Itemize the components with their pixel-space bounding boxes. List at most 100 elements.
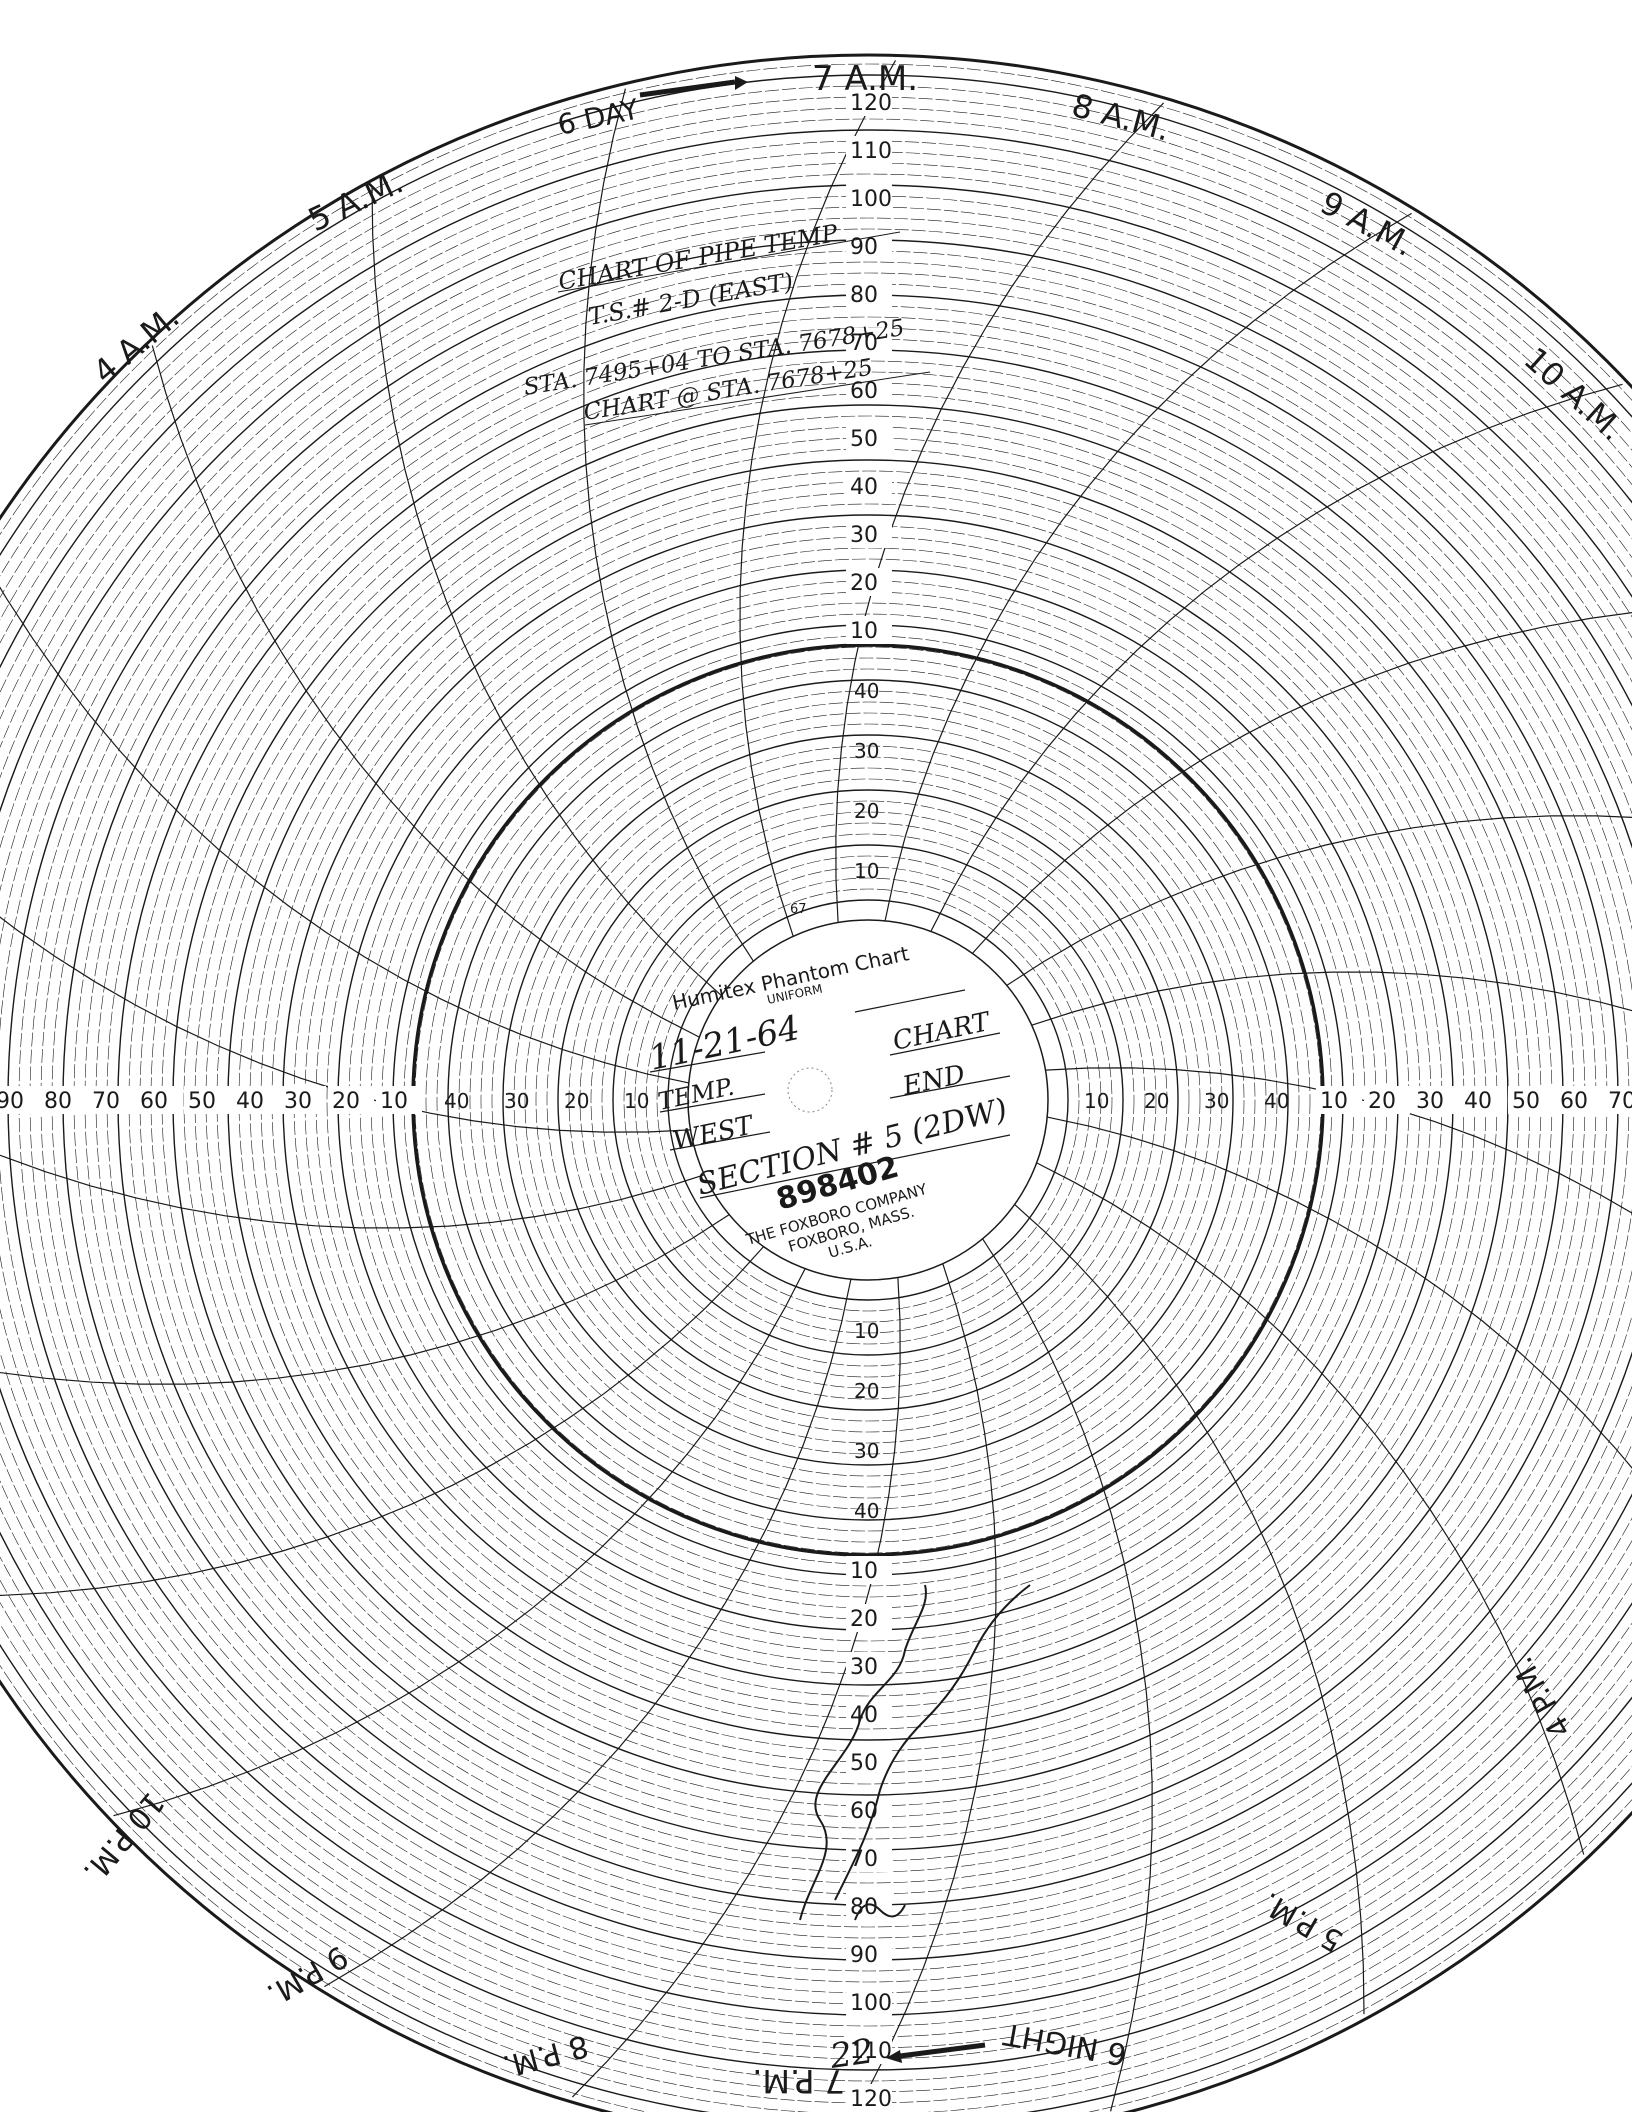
scale-label: 100 — [850, 1991, 892, 2016]
scale-label-bg — [0, 1086, 38, 1114]
inner-scale-label: 30 — [854, 739, 879, 763]
chart-ring — [480, 712, 1256, 1488]
inner-scale-label: 10 — [1084, 1089, 1109, 1113]
time-6night: 6 NIGHT — [1000, 2015, 1129, 2071]
time-5pm: 5 P.M. — [1256, 1885, 1349, 1959]
hour-arc — [982, 1238, 1153, 2112]
time-arcs — [0, 60, 1632, 2112]
chart-ring — [29, 261, 1632, 1939]
scale-label: 80 — [44, 1089, 72, 1114]
hour-arc — [0, 1246, 765, 1596]
hour-arc — [855, 1263, 997, 2112]
chart-ring — [645, 877, 1091, 1323]
chart-ring — [0, 228, 1632, 1972]
hour-arc — [324, 1279, 852, 1988]
chart-ring — [0, 173, 1632, 2027]
scale-label: 20 — [1368, 1089, 1396, 1114]
inner-scale-label: 10 — [624, 1089, 649, 1113]
scale-label-bg — [846, 1700, 892, 1728]
scale-label-bg — [184, 1086, 230, 1114]
hour-arc — [835, 102, 1165, 923]
time-7am: 7 A.M. — [812, 59, 918, 99]
scale-label-bg — [1556, 1086, 1602, 1114]
scale-label: 20 — [850, 571, 878, 596]
scale-label: 110 — [850, 2039, 892, 2064]
inner-scale-label: 30 — [504, 1089, 529, 1113]
scale-label-bg — [846, 1748, 892, 1776]
outer-rim-ring — [0, 53, 1632, 2112]
inner-scale-label: 20 — [1144, 1089, 1169, 1113]
scale-label-bg — [846, 1892, 892, 1920]
scale-label-bg — [40, 1086, 86, 1114]
chart-ring — [425, 657, 1311, 1543]
inner-scale-label: 40 — [854, 1499, 879, 1523]
chart-ring — [634, 866, 1102, 1334]
chart-number: 67 — [790, 902, 807, 917]
scale-label: 120 — [850, 91, 892, 116]
hour-arc — [151, 345, 700, 1038]
hour-arc — [0, 1154, 705, 1229]
scale-label-bg — [846, 472, 892, 500]
scale-label: 30 — [850, 1655, 878, 1680]
hour-arc — [583, 88, 754, 962]
time-9am: 9 A.M. — [1314, 184, 1420, 264]
scale-label-bg — [1316, 1086, 1362, 1114]
label-line-7 — [699, 1134, 1011, 1199]
scale-label-bg — [846, 568, 892, 596]
scale-label: 110 — [850, 139, 892, 164]
hour-arc — [1036, 1162, 1585, 1855]
scale-label: 90 — [850, 235, 878, 260]
chart-ring — [568, 800, 1168, 1400]
chart-ring — [590, 822, 1146, 1378]
scale-label-bg — [1508, 1086, 1554, 1114]
signature — [799, 1584, 1031, 1921]
inner-scale-label: 30 — [1204, 1089, 1229, 1113]
scale-label: 20 — [850, 1607, 878, 1632]
hour-arc — [1045, 1067, 1632, 1214]
hour-arc — [0, 586, 689, 1084]
chart-ring — [0, 217, 1632, 1983]
scale-label-bg — [846, 2036, 892, 2064]
scale-label-bg — [846, 184, 892, 212]
scale-label-bg — [846, 1940, 892, 1968]
chart-ring — [535, 767, 1201, 1433]
scale-label-bg — [1604, 1086, 1632, 1114]
scale-label-bg — [846, 136, 892, 164]
chart-ring — [436, 668, 1300, 1532]
scale-label: 60 — [140, 1089, 168, 1114]
chart-ring — [656, 888, 1080, 1312]
label-line-6 — [669, 1131, 771, 1151]
hour-arc — [1031, 971, 1632, 1026]
time-4am: 4 A.M. — [86, 298, 187, 391]
scale-label: 10 — [850, 619, 878, 644]
inner-scale-label: 20 — [854, 799, 879, 823]
scale-label-bg — [846, 376, 892, 404]
scale-label: 60 — [1560, 1089, 1588, 1114]
chart-ring — [557, 789, 1179, 1411]
scale-label-bg — [846, 1844, 892, 1872]
scale-label: 100 — [850, 187, 892, 212]
chart-ring — [612, 844, 1124, 1356]
scale-label-bg — [1364, 1086, 1410, 1114]
scale-labels: 10 20 30 40 50 60 70 80 90 100 110 120 10 20 30 40 10 20 3… — [0, 88, 1632, 2112]
chart-ring — [579, 811, 1157, 1389]
scale-label: 50 — [850, 427, 878, 452]
hour-arc — [884, 212, 1412, 921]
scale-label: 50 — [188, 1089, 216, 1114]
scale-label: 90 — [850, 1943, 878, 1968]
chart-ring — [524, 756, 1212, 1444]
time-8pm: 8 P.M. — [499, 2027, 592, 2083]
chart-ring — [0, 129, 1632, 2071]
inner-scale-label: 30 — [854, 1439, 879, 1463]
hour-arc — [1047, 1116, 1632, 1469]
inner-scale-label: 40 — [1264, 1089, 1289, 1113]
scale-label: 10 — [850, 1559, 878, 1584]
scale-label-bg — [846, 1988, 892, 2016]
hour-arc — [971, 612, 1632, 954]
hour-arc — [0, 916, 691, 1133]
label-line-3 — [889, 1032, 1001, 1056]
chart-ring — [458, 690, 1278, 1510]
inner-scale-label: 40 — [854, 679, 879, 703]
